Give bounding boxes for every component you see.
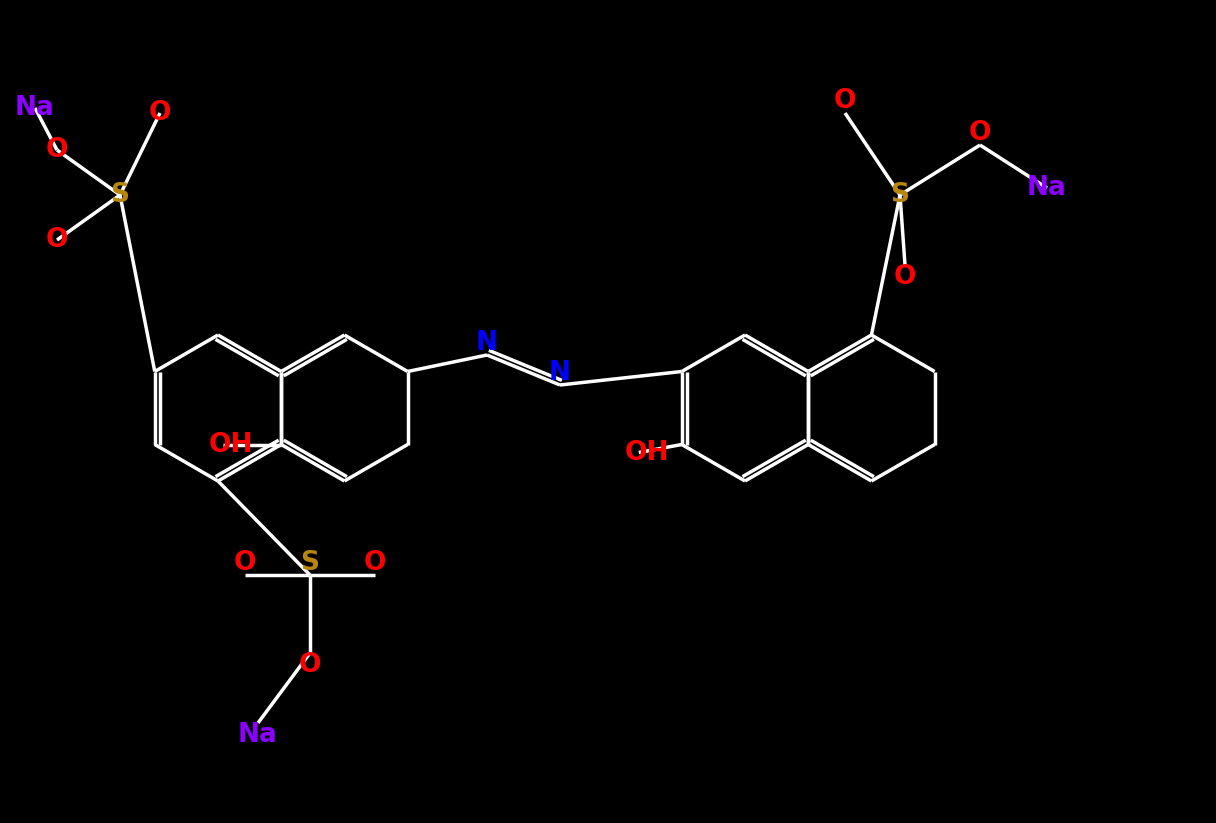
Text: O: O [46, 227, 68, 253]
Text: S: S [300, 550, 320, 576]
Text: Na: Na [1028, 175, 1066, 201]
Text: OH: OH [625, 439, 669, 466]
Text: O: O [233, 550, 257, 576]
Text: O: O [834, 88, 856, 114]
Text: Na: Na [15, 95, 55, 121]
Text: O: O [364, 550, 387, 576]
Text: O: O [894, 264, 916, 290]
Text: O: O [969, 120, 991, 146]
Text: OH: OH [209, 431, 253, 458]
Text: S: S [111, 182, 129, 208]
Text: O: O [148, 100, 171, 126]
Text: N: N [475, 330, 499, 356]
Text: O: O [299, 652, 321, 678]
Text: N: N [548, 360, 572, 386]
Text: Na: Na [238, 722, 278, 748]
Text: S: S [890, 182, 910, 208]
Text: O: O [46, 137, 68, 163]
